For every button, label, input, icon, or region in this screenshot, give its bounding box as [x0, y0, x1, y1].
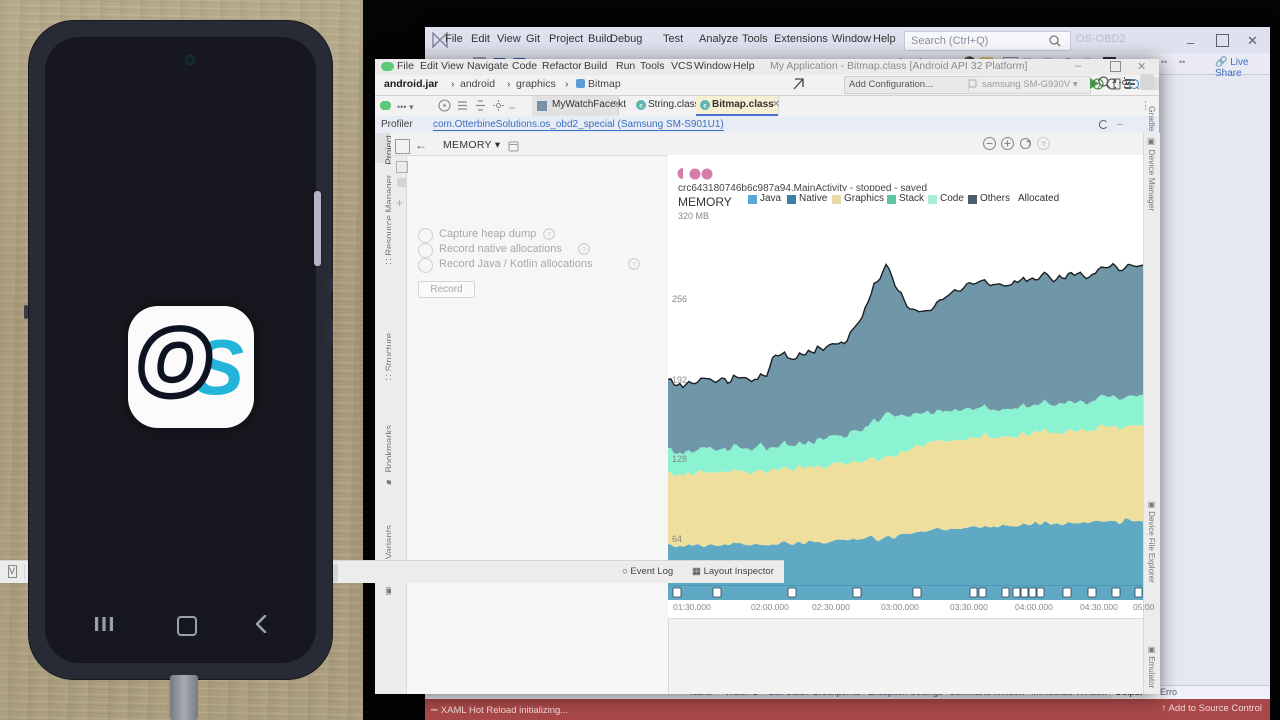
svg-text:?: ?: [582, 247, 586, 254]
svg-text:O: O: [141, 315, 208, 411]
svg-text:?: ?: [632, 262, 636, 269]
svg-text:?: ?: [1042, 141, 1046, 148]
svg-text:?: ?: [547, 232, 551, 239]
